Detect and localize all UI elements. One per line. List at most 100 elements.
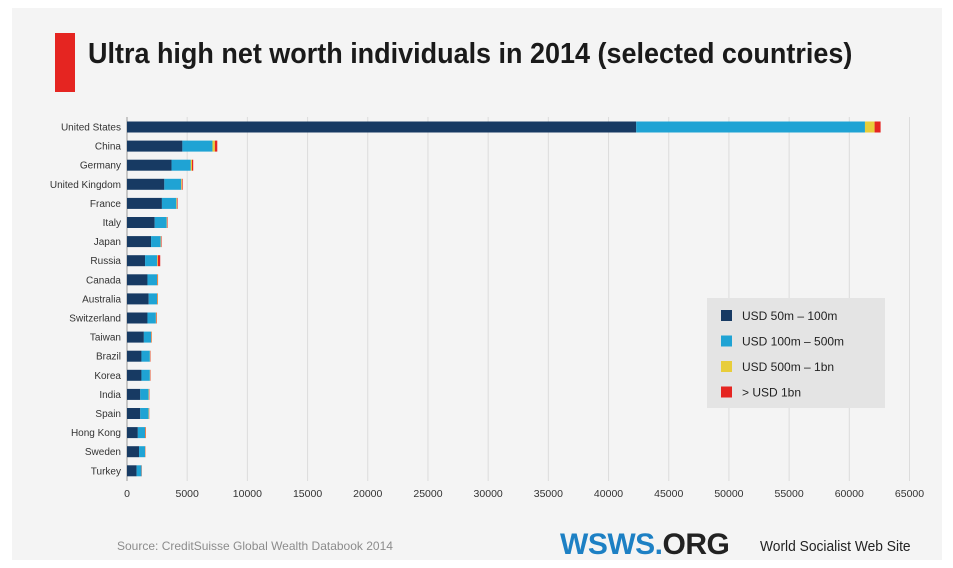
x-tick-label: 0	[124, 488, 130, 500]
category-label: Korea	[94, 371, 121, 382]
x-tick-label: 55000	[775, 488, 804, 500]
bar-segment	[161, 197, 177, 209]
bar-segment	[140, 408, 149, 419]
legend-label: USD 50m – 100m	[742, 309, 837, 323]
bar-segment	[127, 121, 637, 133]
bar-segment	[127, 408, 141, 419]
bar-segment	[127, 446, 140, 458]
legend-swatch	[721, 335, 732, 347]
bar-segment	[127, 369, 142, 381]
x-tick-label: 65000	[895, 488, 924, 500]
bar-segment	[182, 140, 213, 152]
category-label: Switzerland	[69, 314, 121, 325]
bar-segment	[127, 465, 137, 477]
bar-segment	[127, 331, 144, 343]
x-tick-label: 45000	[654, 488, 683, 500]
bar-segment	[141, 369, 150, 381]
category-label: Hong Kong	[71, 428, 121, 439]
x-tick-label: 10000	[233, 488, 262, 500]
bar-segment	[127, 388, 141, 400]
bar-segment	[214, 140, 218, 152]
x-tick-label: 30000	[474, 488, 503, 500]
bar-segment	[157, 255, 158, 267]
logo-org: ORG	[662, 528, 730, 561]
bar-segment	[127, 312, 148, 324]
chart-frame	[12, 8, 942, 560]
chart-title: Ultra high net worth individuals in 2014…	[88, 38, 853, 70]
bar-segment	[127, 159, 172, 171]
category-label: India	[99, 390, 121, 401]
legend-label: USD 100m – 500m	[742, 335, 844, 349]
category-label: Russia	[90, 256, 121, 267]
bar-segment	[874, 121, 881, 133]
legend: USD 50m – 100m USD 100m – 500m USD 500m – …	[707, 298, 885, 408]
legend-label: > USD 1bn	[742, 386, 801, 400]
x-tick-label: 5000	[176, 488, 200, 500]
x-tick-label: 25000	[413, 488, 442, 500]
x-tick-labels: 0 5000 10000 15000 20000 25000 30000 35000 40000…	[124, 488, 924, 500]
bar-segment	[145, 255, 158, 267]
category-label: France	[90, 199, 122, 210]
wsws-logo[interactable]: WSWS.ORG	[560, 528, 730, 562]
category-label: Japan	[94, 237, 121, 248]
bar-segment	[147, 312, 156, 324]
bar-segment	[212, 140, 215, 152]
x-tick-label: 35000	[534, 488, 563, 500]
bar-segment	[137, 427, 146, 439]
bar-segment	[127, 236, 152, 248]
site-name: World Socialist Web Site	[760, 538, 911, 555]
bar-segment	[176, 197, 178, 209]
category-label: Taiwan	[90, 333, 121, 344]
bar-segment	[127, 178, 165, 190]
legend-swatch	[721, 310, 732, 321]
x-tick-label: 40000	[594, 488, 623, 500]
bar-segment	[140, 388, 149, 400]
source-note: Source: CreditSuisse Global Wealth Datab…	[117, 539, 393, 553]
legend-label: USD 500m – 1bn	[742, 360, 834, 374]
bar-segment	[190, 159, 193, 171]
category-label: Canada	[86, 275, 121, 286]
category-label: United States	[61, 123, 121, 134]
category-label: Turkey	[91, 466, 121, 477]
bar-segment	[127, 274, 148, 286]
bar-segment	[636, 121, 865, 133]
bar-segment	[139, 446, 146, 458]
bar-segment	[157, 255, 161, 267]
title-accent-bar	[55, 33, 75, 92]
bar-segment	[127, 197, 162, 209]
category-label: Spain	[95, 409, 121, 420]
bar-segment	[127, 255, 146, 267]
legend-swatch	[721, 361, 732, 372]
category-label: Italy	[103, 218, 121, 229]
bar-segment	[148, 293, 158, 305]
bar-segment	[176, 197, 177, 209]
bar-segment	[127, 140, 183, 152]
x-tick-label: 50000	[714, 488, 743, 500]
logo-main: WSWS.	[560, 528, 663, 561]
bar-segment	[164, 178, 182, 190]
bar-segment	[151, 236, 161, 248]
bar-segment	[127, 293, 149, 305]
bar-segment	[127, 427, 138, 439]
bar-segment	[181, 178, 182, 190]
bar-segment	[181, 178, 183, 190]
category-label: China	[95, 142, 122, 153]
category-label: United Kingdom	[50, 180, 121, 191]
legend-box	[707, 298, 885, 408]
x-tick-label: 15000	[293, 488, 322, 500]
legend-swatch	[721, 386, 732, 398]
bar-segment	[127, 350, 142, 362]
bars	[127, 121, 881, 477]
category-label: Sweden	[85, 447, 121, 458]
bar-segment	[147, 274, 158, 286]
bar-segment	[171, 159, 191, 171]
bar-segment	[154, 217, 167, 228]
bar-segment	[192, 159, 194, 171]
bar-segment	[141, 350, 150, 362]
category-labels: United States China Germany United Kingdom F…	[50, 123, 122, 478]
bar-segment	[143, 331, 152, 343]
bar-segment	[136, 465, 142, 477]
x-tick-label: 60000	[835, 488, 864, 500]
category-label: Germany	[80, 161, 121, 172]
